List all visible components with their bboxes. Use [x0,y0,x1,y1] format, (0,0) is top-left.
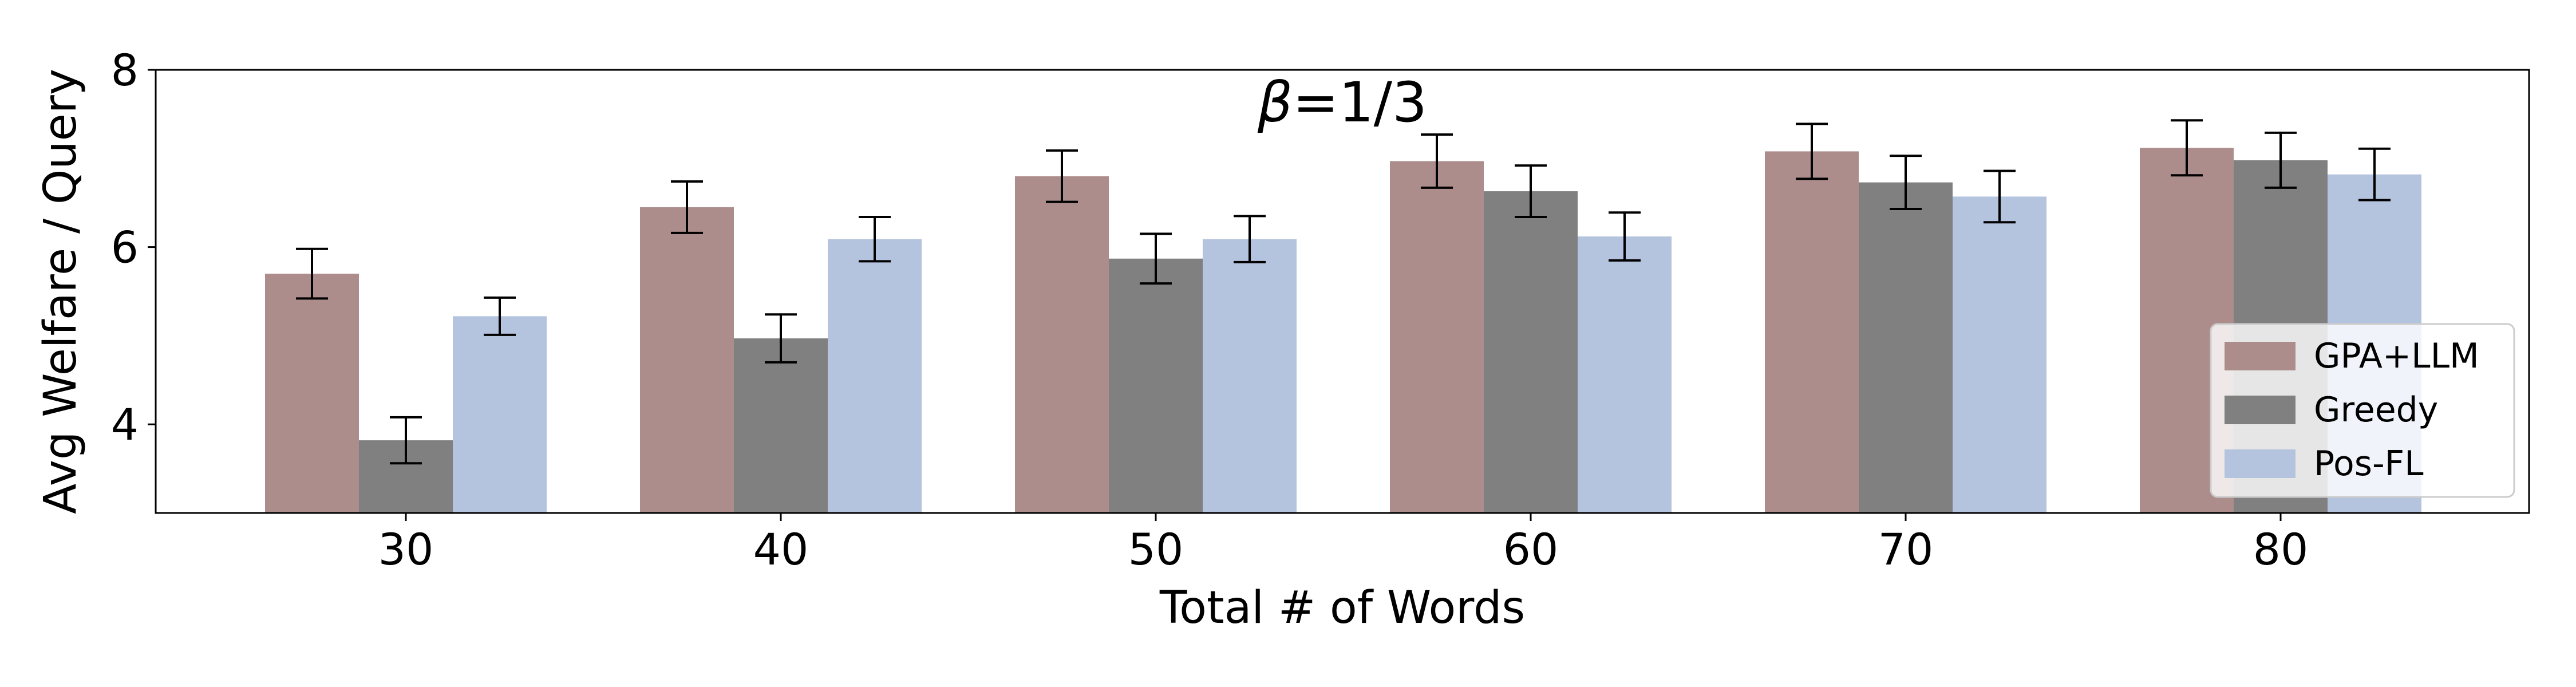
error-bar-pos-fl-80 [2358,147,2391,202]
plot-frame [155,69,2530,514]
error-bar-gpa-llm-70 [1796,123,1828,180]
error-bar-gpa-llm-40 [671,180,703,234]
error-bar-pos-fl-50 [1234,215,1266,263]
chart-title-rest: =1/3 [1293,70,1427,135]
error-bar-gpa-llm-30 [296,247,328,300]
y-axis-label: Avg Welfare / Query [35,69,86,514]
x-tick-label-80: 80 [2253,524,2309,575]
error-bar-pos-fl-40 [859,215,891,263]
bars-layer [265,148,2421,514]
bar-greedy-40 [734,338,828,513]
error-bar-greedy-30 [390,416,422,465]
legend-swatch-gpa-llm [2225,342,2296,370]
bar-gpa-llm-60 [1390,161,1484,514]
error-bar-greedy-70 [1890,155,1922,211]
x-tick-label-40: 40 [753,524,809,575]
bar-pos-fl-60 [1578,236,1672,513]
legend-label-greedy: Greedy [2314,390,2438,430]
bar-greedy-50 [1109,258,1203,513]
chart-title-beta: β [1257,70,1293,135]
error-bar-gpa-llm-60 [1421,133,1453,189]
x-tick-label-70: 70 [1878,524,1934,575]
error-bar-gpa-llm-80 [2171,119,2203,177]
bar-gpa-llm-30 [265,274,359,513]
error-bars-layer [296,119,2391,465]
legend: GPA+LLM Greedy Pos-FL [2210,323,2515,498]
error-bar-greedy-50 [1140,232,1172,285]
bar-pos-fl-50 [1203,239,1297,513]
legend-swatch-greedy [2225,396,2296,424]
y-tick-label-8: 8 [111,45,139,96]
y-axis: 4 6 8 [111,45,156,450]
error-bar-gpa-llm-50 [1046,149,1078,203]
bar-greedy-70 [1859,182,1953,513]
chart-title: β=1/3 [1257,70,1427,135]
y-tick-label-4: 4 [111,399,139,450]
x-tick-label-30: 30 [378,524,434,575]
x-tick-label-50: 50 [1128,524,1184,575]
bar-pos-fl-70 [1953,196,2046,513]
x-axis-label: Total # of Words [1159,582,1525,634]
error-bar-pos-fl-30 [484,296,516,336]
bar-pos-fl-30 [453,316,547,513]
error-bar-pos-fl-60 [1609,211,1641,262]
legend-swatch-pos-fl [2225,449,2296,478]
bar-gpa-llm-40 [640,207,734,513]
legend-label-pos-fl: Pos-FL [2314,444,2424,484]
x-tick-label-60: 60 [1503,524,1559,575]
legend-label-gpa-llm: GPA+LLM [2314,336,2479,376]
x-axis: 30 40 50 60 70 80 [378,513,2309,575]
error-bar-greedy-60 [1515,164,1547,218]
bar-pos-fl-40 [828,239,922,513]
bar-gpa-llm-50 [1015,176,1109,513]
error-bar-pos-fl-70 [1984,169,2016,224]
error-bar-greedy-40 [765,313,797,364]
bar-gpa-llm-70 [1765,151,1859,513]
y-tick-label-6: 6 [111,222,139,273]
error-bar-greedy-80 [2265,131,2297,189]
bar-greedy-60 [1484,191,1578,513]
